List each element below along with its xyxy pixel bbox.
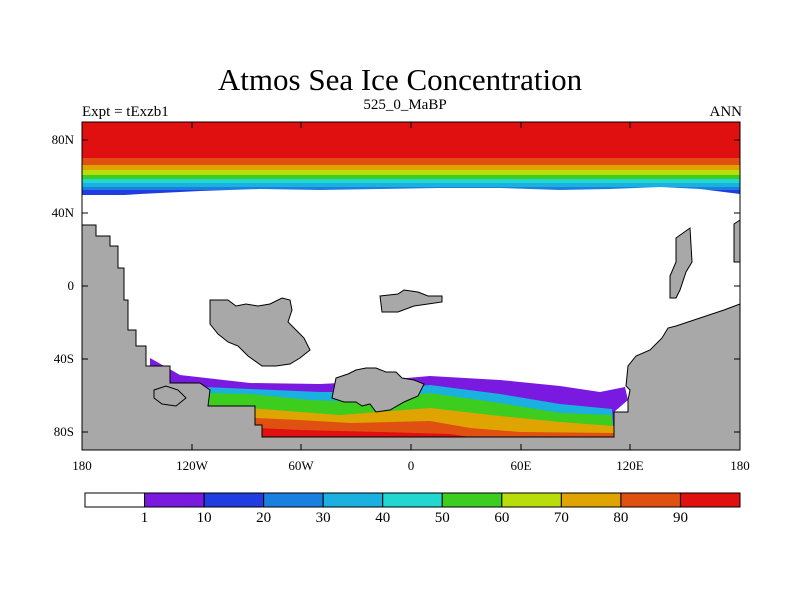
colorbar-swatch [322, 492, 384, 508]
colorbar-swatch [84, 492, 146, 508]
western-continent [81, 224, 741, 451]
ice-band-50 [82, 175, 740, 179]
colorbar-swatch [263, 492, 324, 508]
map-title: Atmos Sea Ice Concentration [217, 62, 583, 97]
lat-label-40s: 40S [53, 351, 74, 366]
lon-label-180w: 180 [72, 458, 92, 473]
colorbar-swatch [560, 492, 622, 508]
lon-label-60w: 60W [288, 458, 314, 473]
colorbar-label: 10 [196, 510, 212, 526]
lat-label-40n: 40N [51, 205, 74, 220]
eastern-continent-edge [733, 219, 741, 263]
colorbar-label: 40 [375, 510, 391, 526]
central-landmass-north [379, 289, 443, 313]
land-masses [81, 219, 741, 451]
colorbar-label: 1 [140, 510, 149, 526]
experiment-label: Expt = tExzb1 [82, 104, 169, 120]
colorbar-label: 20 [256, 510, 272, 526]
colorbar-swatch [382, 492, 443, 508]
lon-label-180e: 180 [730, 458, 750, 473]
axis-ticks [82, 122, 740, 450]
colorbar-label: 30 [315, 510, 331, 526]
colorbar [84, 492, 741, 508]
eastern-continent-north [669, 227, 693, 299]
colorbar-label: 60 [494, 510, 510, 526]
ice-band-30 [82, 183, 740, 187]
colorbar-swatch [679, 492, 741, 508]
northern-ice-band [82, 122, 740, 198]
colorbar-label: 50 [434, 510, 450, 526]
season-label: ANN [709, 104, 743, 120]
southern-landmass-west [153, 385, 187, 407]
colorbar-swatch [441, 492, 503, 508]
lon-label-120w: 120W [176, 458, 208, 473]
central-landmass-west [209, 297, 311, 367]
ice-band-40 [82, 179, 740, 183]
ice-band-80 [82, 158, 740, 165]
lon-label-60e: 60E [510, 458, 532, 473]
colorbar-label: 80 [613, 510, 629, 526]
ice-edge-north [82, 187, 740, 198]
lat-label-0: 0 [67, 278, 75, 293]
lat-label-80n: 80N [51, 132, 74, 147]
colorbar-swatch [501, 492, 562, 508]
colorbar-swatch [144, 492, 205, 508]
lat-label-80s: 80S [53, 424, 74, 439]
colorbar-swatch [620, 492, 681, 508]
colorbar-label: 70 [553, 510, 569, 526]
colorbar-label: 90 [672, 510, 688, 526]
ice-band-95 [258, 428, 470, 437]
ice-band-70 [82, 165, 740, 170]
map-subtitle: 525_0_MaBP [363, 97, 447, 113]
colorbar-swatch [203, 492, 265, 508]
southern-landmass-central [331, 367, 425, 413]
lon-label-0: 0 [407, 458, 415, 473]
ice-band-60 [82, 170, 740, 175]
lon-label-120e: 120E [616, 458, 644, 473]
